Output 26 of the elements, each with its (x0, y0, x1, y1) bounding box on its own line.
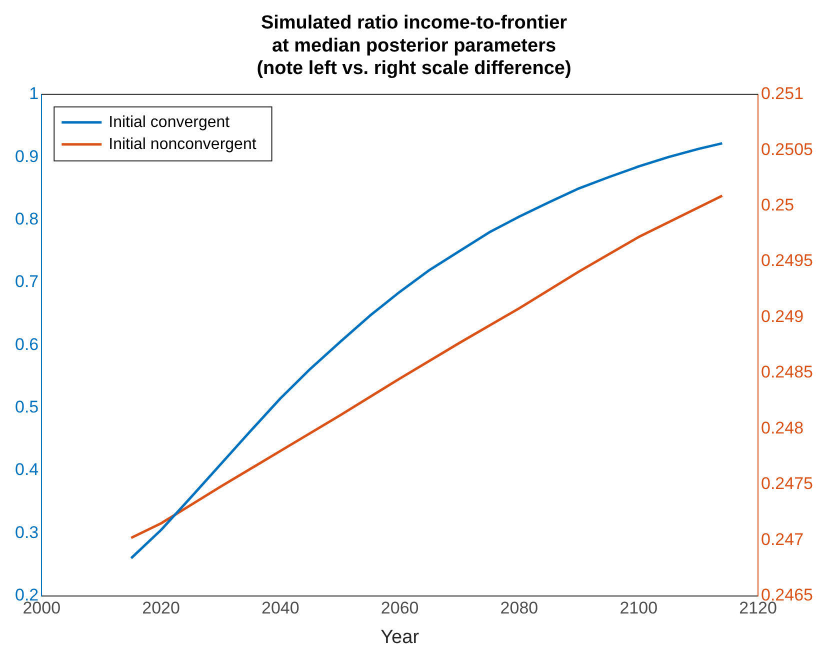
legend-label: Initial nonconvergent (108, 136, 257, 153)
y-tick-label: 0.5 (14, 397, 39, 416)
y2-tick-label: 0.25 (761, 196, 794, 215)
y2-tick-label: 0.251 (761, 84, 804, 104)
y2-tick-label: 0.248 (761, 418, 804, 438)
y-tick-label: 0.3 (14, 522, 39, 542)
y-tick-label: 0.9 (14, 146, 39, 166)
x-tick-label: 2060 (380, 598, 419, 618)
x-tick-label: 2100 (620, 598, 658, 618)
x-tick-label: 2080 (500, 598, 538, 618)
y-tick-label: 0.4 (14, 460, 39, 480)
y2-tick-label: 0.2495 (761, 251, 814, 270)
y2-tick-label: 0.2485 (761, 362, 814, 382)
y2-tick-label: 0.247 (761, 530, 804, 549)
chart-title: Simulated ratio income-to-frontier at median posterior parameters (note left vs. right scale difference) (256, 12, 572, 80)
x-tick-label: 2020 (142, 598, 180, 618)
y2-tick-label: 0.2505 (761, 140, 814, 159)
x-tick-label: 2040 (262, 598, 300, 618)
legend-label: Initial convergent (108, 114, 230, 131)
y-tick-label: 0.6 (14, 334, 39, 354)
x-axis-title: Year (380, 626, 420, 648)
y-tick-label: 0.7 (14, 272, 39, 292)
y-tick-label: 1 (29, 84, 39, 104)
y-tick-label: 0.8 (14, 209, 39, 228)
y2-tick-label: 0.2475 (761, 474, 814, 494)
y2-tick-label: 0.249 (761, 306, 804, 326)
